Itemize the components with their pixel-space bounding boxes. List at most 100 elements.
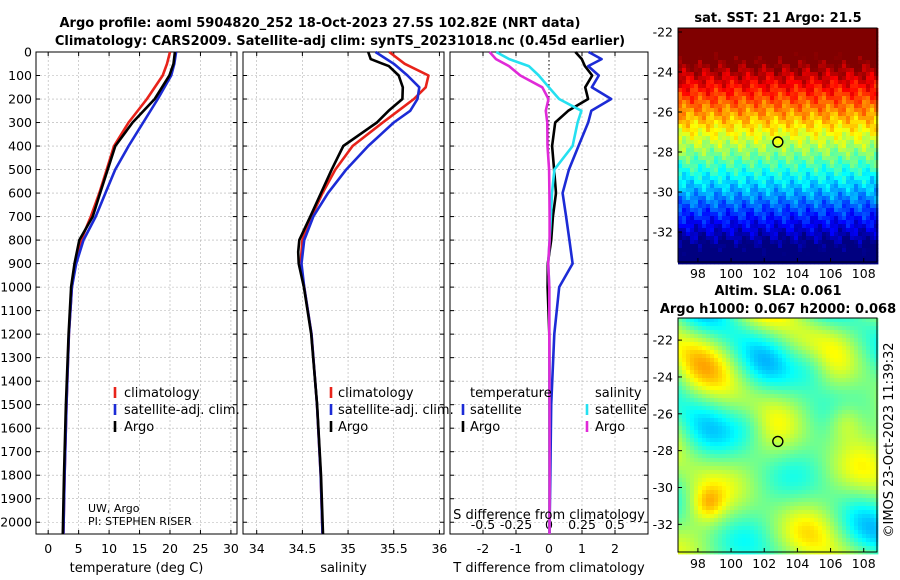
map-cell [730,140,735,145]
s-tick-label: -0.5 [471,517,495,532]
map-cell [770,72,775,77]
map-cell [722,156,727,161]
map-cell [838,172,843,177]
map-cell [786,176,791,181]
map-cell [802,362,807,367]
map-cell [870,330,875,335]
map-cell [770,196,775,201]
map-cell [754,208,759,213]
map-cell [678,28,683,33]
map-cell [850,128,855,133]
map-cell [770,80,775,85]
map-cell [830,148,835,153]
map-cell [814,434,819,439]
map-cell [826,60,831,65]
map-cell [730,386,735,391]
map-cell [870,28,875,33]
map-cell [726,152,731,157]
map-cell [714,176,719,181]
map-cell [786,394,791,399]
map-cell [866,244,871,249]
map-cell [790,342,795,347]
map-cell [854,220,859,225]
map-cell [690,394,695,399]
map-cell [770,48,775,53]
map-cell [762,318,767,323]
map-cell [786,196,791,201]
map-cell [866,36,871,41]
map-cell [722,44,727,49]
map-cell [794,36,799,41]
map-cell [686,184,691,189]
map-cell [678,410,683,415]
map-cell [698,326,703,331]
map-cell [806,92,811,97]
map-cell [862,156,867,161]
map-cell [870,410,875,415]
map-cell [742,442,747,447]
map-cell [702,350,707,355]
map-cell [734,406,739,411]
map-cell [678,164,683,169]
map-cell [770,120,775,125]
map-cell [858,188,863,193]
map-cell [778,240,783,245]
map-cell [850,252,855,257]
map-cell [866,80,871,85]
map-cell [686,148,691,153]
map-cell [770,180,775,185]
map-cell [762,446,767,451]
map-cell [858,322,863,327]
map-cell [730,88,735,93]
map-cell [710,208,715,213]
map-cell [870,248,875,253]
map-cell [798,124,803,129]
map-cell [762,176,767,181]
map-cell [842,48,847,53]
map-cell [698,188,703,193]
map-cell [838,68,843,73]
map-cell [738,68,743,73]
map-cell [738,84,743,89]
map-cell [858,354,863,359]
map-cell [714,434,719,439]
map-cell [766,334,771,339]
map-cell [866,132,871,137]
map-cell [694,120,699,125]
map-cell [694,244,699,249]
map-cell [766,180,771,185]
map-cell [822,44,827,49]
map-cell [758,176,763,181]
sst-map-panel: 98 100 102 104 106 108-22-24-26-28-30-32 [653,25,879,281]
map-cell [770,132,775,137]
map-cell [778,446,783,451]
map-cell [694,338,699,343]
map-cell [862,136,867,141]
map-cell [822,374,827,379]
map-cell [806,120,811,125]
map-cell [814,244,819,249]
map-cell [818,40,823,45]
map-cell [726,84,731,89]
map-cell [802,406,807,411]
map-cell [790,212,795,217]
map-cell [858,180,863,185]
map-cell [838,36,843,41]
map-cell [766,184,771,189]
map-cell [858,358,863,363]
map-cell [794,208,799,213]
map-cell [858,148,863,153]
map-cell [702,144,707,149]
map-cell [750,28,755,33]
map-cell [686,370,691,375]
map-cell [774,330,779,335]
map-cell [762,128,767,133]
map-cell [770,116,775,121]
map-cell [714,76,719,81]
map-cell [762,28,767,33]
map-cell [818,172,823,177]
map-cell [754,76,759,81]
map-cell [842,156,847,161]
map-cell [770,68,775,73]
map-cell [734,164,739,169]
